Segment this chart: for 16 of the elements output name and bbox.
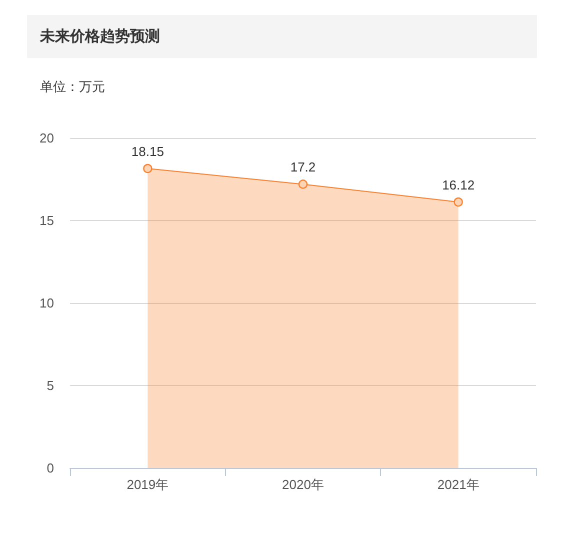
y-tick-label: 0: [46, 460, 54, 476]
x-tick-label: 2020年: [282, 477, 324, 492]
y-tick-label: 20: [40, 130, 54, 146]
y-tick-label: 15: [40, 213, 54, 228]
x-tick-label: 2019年: [126, 477, 169, 492]
data-label: 16.12: [442, 177, 475, 192]
data-label: 17.2: [290, 160, 316, 175]
point: [143, 164, 152, 174]
x-tick-label: 2021年: [437, 477, 480, 492]
data-label: 18.15: [131, 144, 164, 159]
point: [454, 197, 463, 207]
chart-title: 未来价格趋势预测: [40, 27, 160, 46]
y-tick-label: 10: [40, 296, 54, 310]
chart-subtitle: 单位：万元: [40, 79, 106, 96]
point: [298, 180, 308, 189]
y-tick-label: 5: [46, 378, 54, 393]
